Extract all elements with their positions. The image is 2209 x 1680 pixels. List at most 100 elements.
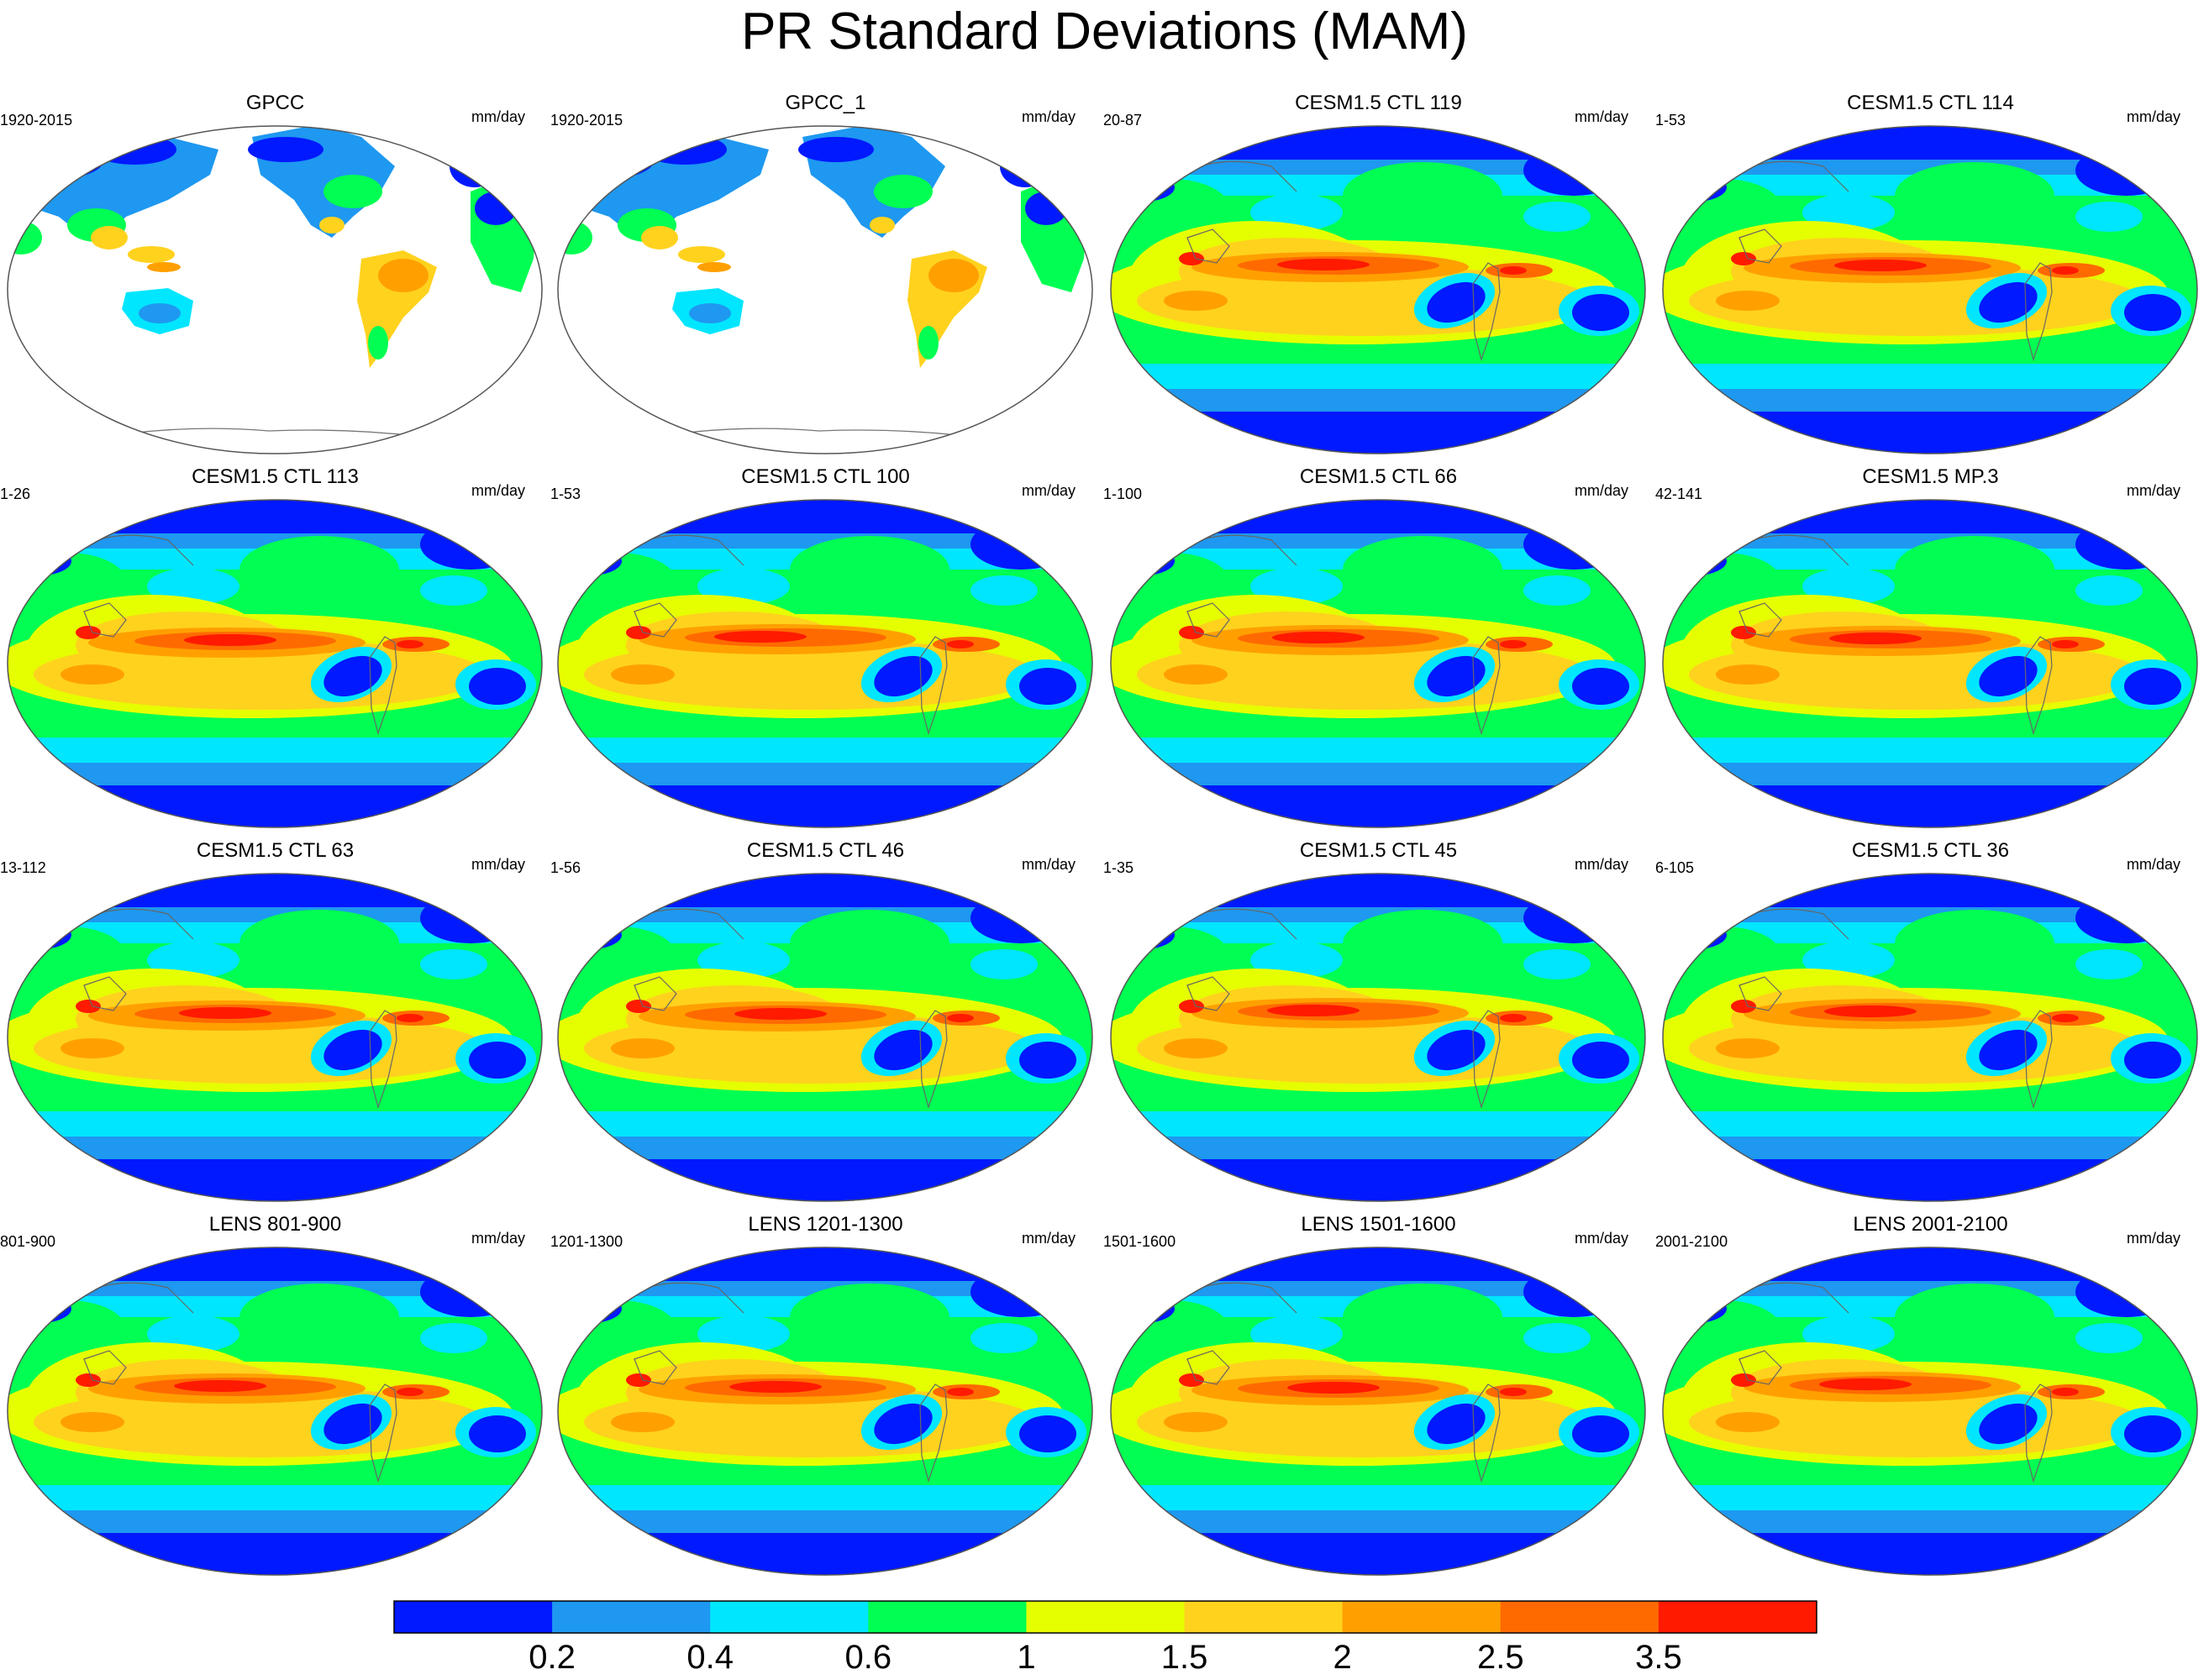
- panel-years: 1-26: [0, 486, 31, 502]
- n-atlantic-dry: [420, 893, 521, 943]
- n-atlantic-dry: [2075, 145, 2176, 196]
- map-panel: LENS 1501-1600 1501-1600 mm/day: [1103, 1212, 1654, 1586]
- map-panel: LENS 801-900 801-900 mm/day: [0, 1212, 550, 1586]
- itcz-max: [1834, 260, 1927, 271]
- panel-title: CESM1.5 CTL 46: [746, 839, 905, 862]
- se-pacific-dry: [1427, 1403, 1486, 1445]
- s-atlantic-dry: [1572, 294, 1629, 331]
- southeast-asia: [91, 226, 128, 249]
- maritime-continent-max: [1731, 1373, 1756, 1387]
- panel-units: mm/day: [2126, 856, 2180, 873]
- coastline: [919, 1010, 948, 1110]
- n-atlantic-dry: [1523, 893, 1624, 943]
- map-plot: [1110, 873, 1646, 1202]
- colorbar-swatch: [1026, 1601, 1186, 1633]
- map-boundary: [1110, 499, 1646, 828]
- panel-title: GPCC_1: [785, 92, 866, 114]
- s-atlantic-dry: [2124, 1042, 2181, 1079]
- central-america: [870, 217, 895, 234]
- itcz-max: [1824, 1005, 1917, 1017]
- panel-units: mm/day: [471, 108, 525, 125]
- itcz-max: [179, 1007, 271, 1019]
- panel-title: LENS 2001-2100: [1853, 1213, 2008, 1236]
- panel-title: CESM1.5 CTL 66: [1299, 465, 1458, 488]
- se-pacific-dry: [1979, 1029, 2038, 1071]
- maritime-islands: [697, 262, 731, 272]
- se-pacific-dry: [874, 1029, 933, 1071]
- s-atlantic-dry: [469, 1042, 526, 1079]
- panel-years: 2001-2100: [1655, 1233, 1728, 1250]
- australia-interior: [139, 303, 181, 323]
- panel-title: CESM1.5 CTL 113: [192, 465, 359, 488]
- atlantic-max: [1500, 640, 1527, 648]
- map-boundary: [7, 1247, 543, 1576]
- dry-patch: [1523, 1323, 1591, 1353]
- indian-ocean-orange: [60, 1038, 124, 1058]
- map-panel: CESM1.5 CTL 114 1-53 mm/day: [1655, 91, 2206, 465]
- atlantic-max: [947, 1388, 974, 1396]
- siberia-dry: [643, 134, 727, 165]
- maritime-continent-max: [1731, 252, 1756, 265]
- panel-years: 42-141: [1655, 486, 1703, 502]
- southern-cone: [918, 326, 939, 360]
- panel-units: mm/day: [1574, 856, 1628, 873]
- map-plot: [7, 125, 543, 454]
- map-boundary: [7, 873, 543, 1202]
- colorbar-tick-label: 2: [1333, 1639, 1352, 1676]
- indian-ocean-orange: [1716, 1412, 1780, 1432]
- map-boundary: [7, 499, 543, 828]
- se-pacific-dry: [1427, 1029, 1486, 1071]
- map-boundary: [557, 873, 1093, 1202]
- maritime-continent-max: [1179, 252, 1204, 265]
- colorbar-swatch: [1658, 1601, 1817, 1633]
- eastern-us: [874, 175, 933, 208]
- panel-units: mm/day: [1021, 856, 1076, 873]
- s-atlantic-dry: [1572, 1042, 1629, 1079]
- map-boundary: [7, 125, 543, 454]
- panel-years: 1501-1600: [1103, 1233, 1176, 1250]
- panel-title: GPCC: [245, 92, 305, 114]
- indian-ocean-orange: [611, 1412, 675, 1432]
- coastline: [369, 1383, 397, 1483]
- panel-title: CESM1.5 CTL 63: [196, 839, 355, 862]
- atlantic-max: [1500, 266, 1527, 275]
- map-plot: [1662, 1247, 2198, 1576]
- atlantic-max: [397, 1388, 423, 1396]
- itcz-max: [1287, 1382, 1380, 1394]
- se-pacific-dry: [1979, 1403, 2038, 1445]
- s-atlantic-dry: [2124, 294, 2181, 331]
- map-boundary: [1110, 873, 1646, 1202]
- maritime-continent-max: [1731, 1000, 1756, 1013]
- se-pacific-dry: [874, 655, 933, 697]
- dry-patch: [2075, 202, 2143, 232]
- dry-patch: [420, 1323, 487, 1353]
- coastline: [1472, 1010, 1501, 1110]
- colorbar: 0.2 0.4 0.6 1 1.5 2 2.5 3.5: [393, 1600, 1817, 1676]
- se-pacific-dry: [1979, 281, 2038, 323]
- storm-track-north: [239, 536, 399, 603]
- colorbar-tick-label: 2.5: [1477, 1639, 1524, 1676]
- n-atlantic-dry: [1523, 145, 1624, 196]
- storm-track-north: [1895, 162, 2054, 229]
- colorbar-swatch: [868, 1601, 1027, 1633]
- arctic-canada: [248, 137, 323, 162]
- storm-track-north: [239, 1284, 399, 1351]
- colorbar-frame: [393, 1600, 1817, 1634]
- map-plot: [557, 499, 1093, 828]
- panel-units: mm/day: [1021, 108, 1076, 125]
- coastline: [2024, 1010, 2053, 1110]
- storm-track-north: [1895, 910, 2054, 977]
- panel-units: mm/day: [1574, 108, 1628, 125]
- panel-years: 1-35: [1103, 859, 1134, 876]
- atlantic-max: [1500, 1388, 1527, 1396]
- panel-title: CESM1.5 MP.3: [1862, 465, 1999, 488]
- indian-ocean-orange: [1164, 291, 1228, 311]
- maritime-islands: [147, 262, 181, 272]
- panel-years: 1920-2015: [0, 112, 73, 129]
- map-plot: [1662, 873, 2198, 1202]
- storm-track-north: [1343, 910, 1502, 977]
- panel-years: 1920-2015: [550, 112, 623, 129]
- map-boundary: [557, 125, 1093, 454]
- s-atlantic-dry: [2124, 668, 2181, 705]
- itcz-max: [184, 634, 276, 646]
